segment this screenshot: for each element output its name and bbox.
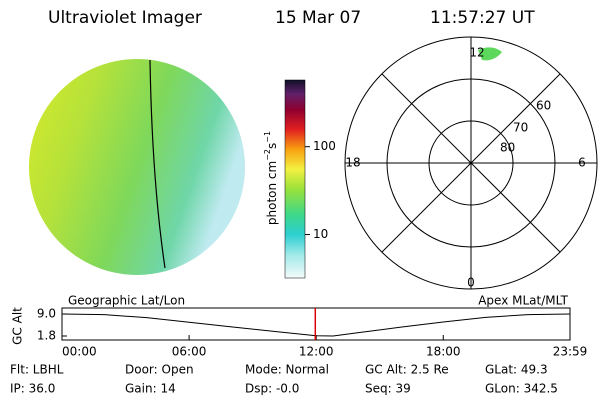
mlt-label: 0 [467, 276, 475, 290]
x-tick-label: 23:59 [553, 345, 588, 359]
aurora-patch [478, 47, 502, 61]
label-sup: −2 [263, 149, 272, 161]
field: GLat: 49.3 [485, 363, 548, 377]
label-sup: −1 [263, 131, 272, 143]
colorbar-tick-label: 100 [313, 139, 336, 153]
mlt-label: 18 [345, 156, 360, 170]
date: 15 Mar 07 [275, 8, 361, 28]
field: Seq: 39 [365, 382, 411, 396]
y-tick-label: 9.0 [37, 307, 56, 321]
time: 11:57:27 UT [430, 8, 535, 28]
mlt-label: 12 [469, 46, 484, 60]
mlt-label: 6 [578, 156, 586, 170]
field: Mode: Normal [245, 363, 329, 377]
y-label: GC Alt [11, 307, 25, 345]
x-tick-label: 00:00 [62, 345, 97, 359]
x-tick-label: 06:00 [172, 345, 207, 359]
x-tick-label: 18:00 [426, 345, 461, 359]
field: IP: 36.0 [10, 382, 55, 396]
label-part: photon cm [265, 161, 279, 225]
instrument: Ultraviolet Imager [48, 8, 202, 28]
left-title: Geographic Lat/Lon [68, 294, 185, 308]
field: Flt: LBHL [10, 363, 64, 377]
lat-label: 70 [513, 121, 528, 135]
field: Dsp: -0.0 [245, 382, 299, 396]
colorbar-label: photon cm−2s−1 [263, 131, 279, 225]
y-tick-label: 1.8 [37, 329, 56, 343]
polar-grid [344, 36, 598, 290]
field: GC Alt: 2.5 Re [365, 363, 449, 377]
label-part: s [265, 143, 279, 149]
field: GLon: 342.5 [485, 382, 558, 396]
terminator [149, 59, 166, 269]
image-disk [29, 59, 245, 275]
lat-label: 80 [500, 141, 515, 155]
field: Gain: 14 [125, 382, 176, 396]
x-tick-label: 12:00 [299, 345, 334, 359]
altitude-line [61, 313, 571, 337]
lat-label: 60 [536, 99, 551, 113]
field: Door: Open [125, 363, 194, 377]
spoke [381, 73, 561, 253]
right-title: Apex MLat/MLT [478, 294, 568, 308]
colorbar-tick-label: 10 [313, 227, 328, 241]
disk [29, 59, 245, 275]
colorbar [284, 79, 306, 279]
